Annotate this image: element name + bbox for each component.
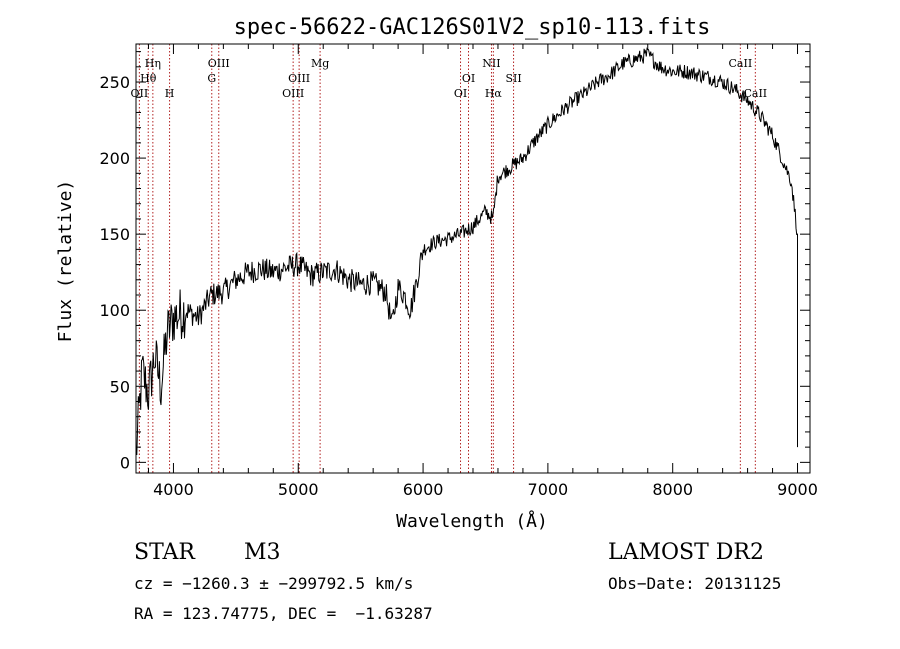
y-tick-label: 200 bbox=[99, 149, 130, 168]
spectral-line-label: G bbox=[207, 72, 216, 85]
spectral-line-label: Hα bbox=[485, 87, 503, 100]
spectral-line-label: CaII bbox=[743, 87, 767, 100]
spectral-line-label: H bbox=[165, 87, 175, 100]
x-tick-label: 4000 bbox=[153, 480, 194, 499]
survey-name: LAMOST DR2 bbox=[608, 540, 764, 565]
spectral-line-label: SII bbox=[505, 72, 521, 85]
x-tick-label: 7000 bbox=[528, 480, 569, 499]
y-tick-label: 150 bbox=[99, 225, 130, 244]
spectral-line-label: CaII bbox=[729, 57, 753, 70]
redshift-line: cz = −1260.3 ± −299792.5 km/s bbox=[134, 574, 414, 593]
y-tick-label: 0 bbox=[120, 453, 130, 472]
spectral-line-label: Hη bbox=[145, 57, 161, 70]
plot-frame bbox=[135, 43, 811, 474]
spectrum-line bbox=[135, 47, 798, 456]
y-axis-label: Flux (relative) bbox=[55, 180, 76, 343]
x-tick-label: 6000 bbox=[403, 480, 444, 499]
x-axis-label: Wavelength (Å) bbox=[396, 510, 548, 532]
spectral-line-label: NII bbox=[482, 57, 500, 70]
x-tick-label: 5000 bbox=[278, 480, 319, 499]
x-tick-label: 8000 bbox=[652, 480, 693, 499]
y-tick-label: 50 bbox=[110, 377, 130, 396]
object-subclass: M3 bbox=[244, 540, 281, 565]
x-tick-label: 9000 bbox=[777, 480, 818, 499]
spectral-line-label: OIII bbox=[282, 87, 304, 100]
y-tick-label: 250 bbox=[99, 73, 130, 92]
chart-title: spec-56622-GAC126S01V2_sp10-113.fits bbox=[234, 15, 711, 40]
plot-area: OIIHθHηHGOIIIOIIIOIIIMgOIOINIIHαSIICaIIC… bbox=[99, 43, 818, 499]
observation-date: Obs−Date: 20131125 bbox=[608, 574, 782, 593]
spectral-line-label: OII bbox=[131, 87, 149, 100]
spectral-line-label: Hθ bbox=[140, 72, 157, 85]
spectral-line-label: OIII bbox=[208, 57, 230, 70]
spectral-line-label: OI bbox=[462, 72, 475, 85]
spectral-line-label: Mg bbox=[311, 57, 329, 70]
coordinates-line: RA = 123.74775, DEC = −1.63287 bbox=[134, 604, 433, 623]
spectral-line-label: OIII bbox=[288, 72, 310, 85]
spectral-line-label: OI bbox=[454, 87, 467, 100]
object-class: STAR bbox=[134, 540, 195, 565]
y-tick-label: 100 bbox=[99, 301, 130, 320]
